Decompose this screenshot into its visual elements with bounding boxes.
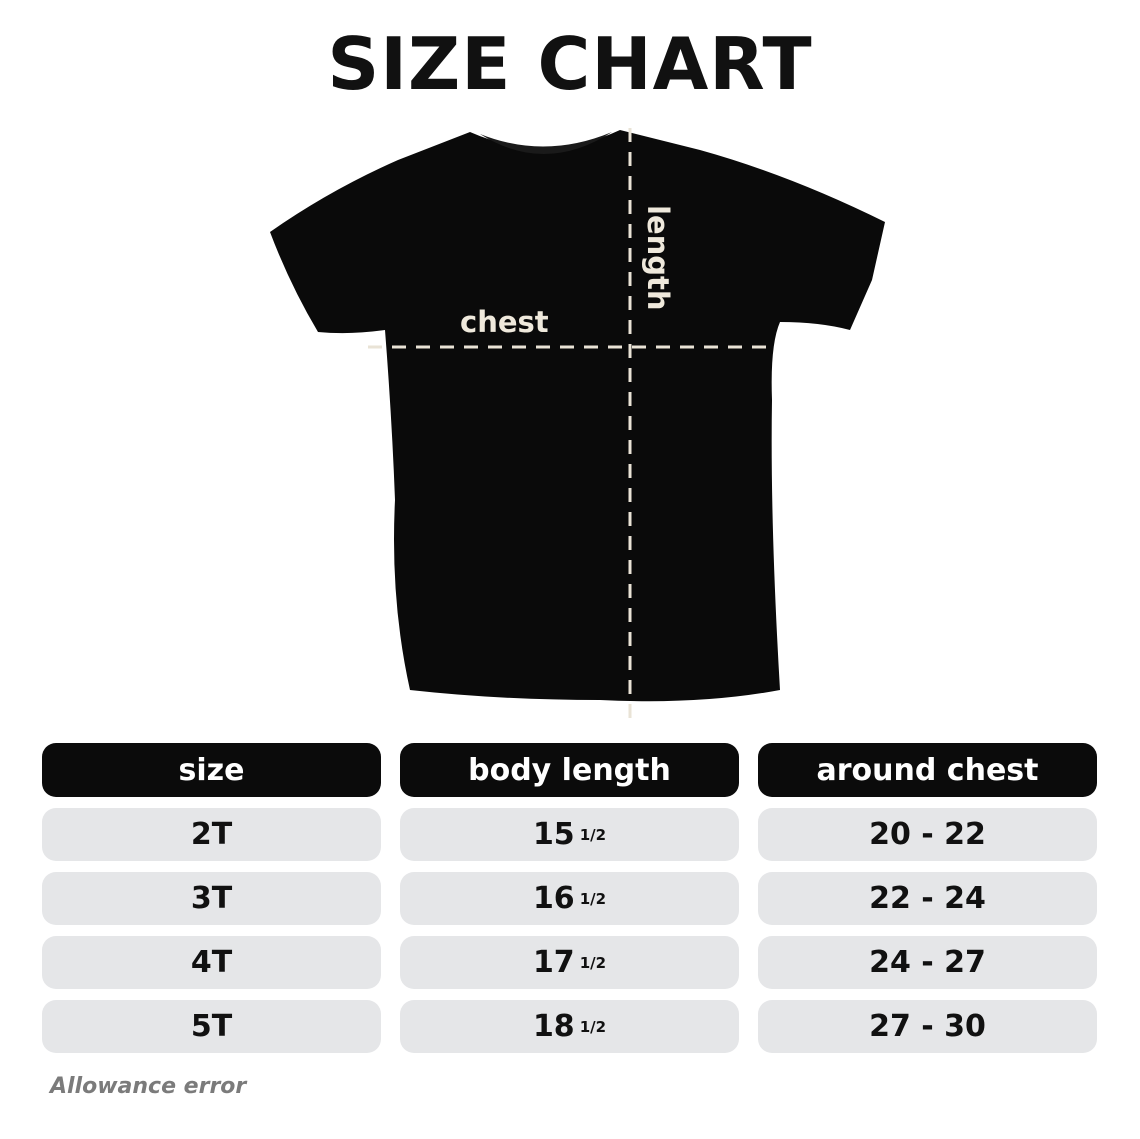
page-title: SIZE CHART xyxy=(327,22,813,106)
length-cell: 15 1/2 xyxy=(400,808,739,861)
tshirt-shape xyxy=(270,130,885,702)
length-fraction: 1/2 xyxy=(579,825,607,844)
chest-cell: 22 - 24 xyxy=(758,872,1097,925)
footnote: Allowance error xyxy=(50,1074,247,1099)
length-label: length xyxy=(641,205,675,311)
chest-cell: 24 - 27 xyxy=(758,936,1097,989)
length-cell: 16 1/2 xyxy=(400,872,739,925)
length-cell: 18 1/2 xyxy=(400,1000,739,1053)
size-cell: 3T xyxy=(42,872,381,925)
length-value: 18 xyxy=(532,1009,575,1044)
chest-cell: 27 - 30 xyxy=(758,1000,1097,1053)
size-cell: 5T xyxy=(42,1000,381,1053)
length-fraction: 1/2 xyxy=(579,1017,607,1036)
header-body-length: body length xyxy=(400,743,739,797)
header-size: size xyxy=(42,743,381,797)
chest-label: chest xyxy=(460,305,549,339)
collar xyxy=(480,132,612,155)
length-value: 15 xyxy=(532,817,575,852)
length-fraction: 1/2 xyxy=(579,889,607,908)
size-cell: 2T xyxy=(42,808,381,861)
length-value: 16 xyxy=(532,881,575,916)
chest-cell: 20 - 22 xyxy=(758,808,1097,861)
length-cell: 17 1/2 xyxy=(400,936,739,989)
length-fraction: 1/2 xyxy=(579,953,607,972)
tshirt-diagram: chest length xyxy=(270,128,885,718)
length-value: 17 xyxy=(532,945,575,980)
size-cell: 4T xyxy=(42,936,381,989)
header-around-chest: around chest xyxy=(758,743,1097,797)
